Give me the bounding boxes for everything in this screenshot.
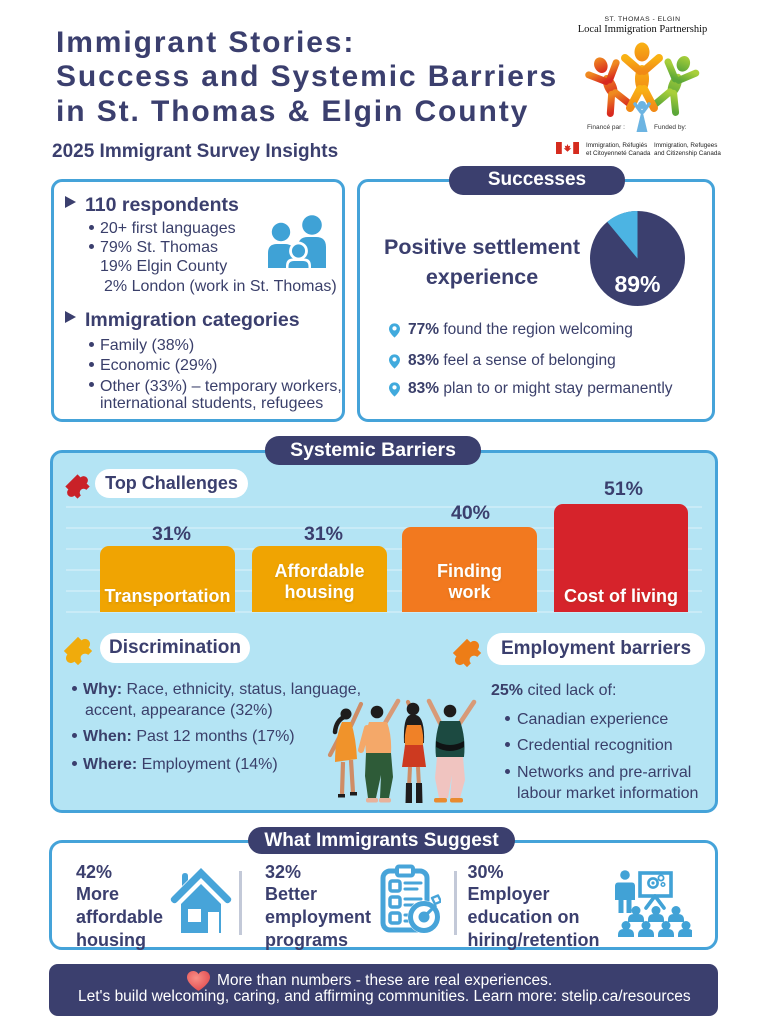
svg-text:89%: 89% xyxy=(614,271,660,297)
